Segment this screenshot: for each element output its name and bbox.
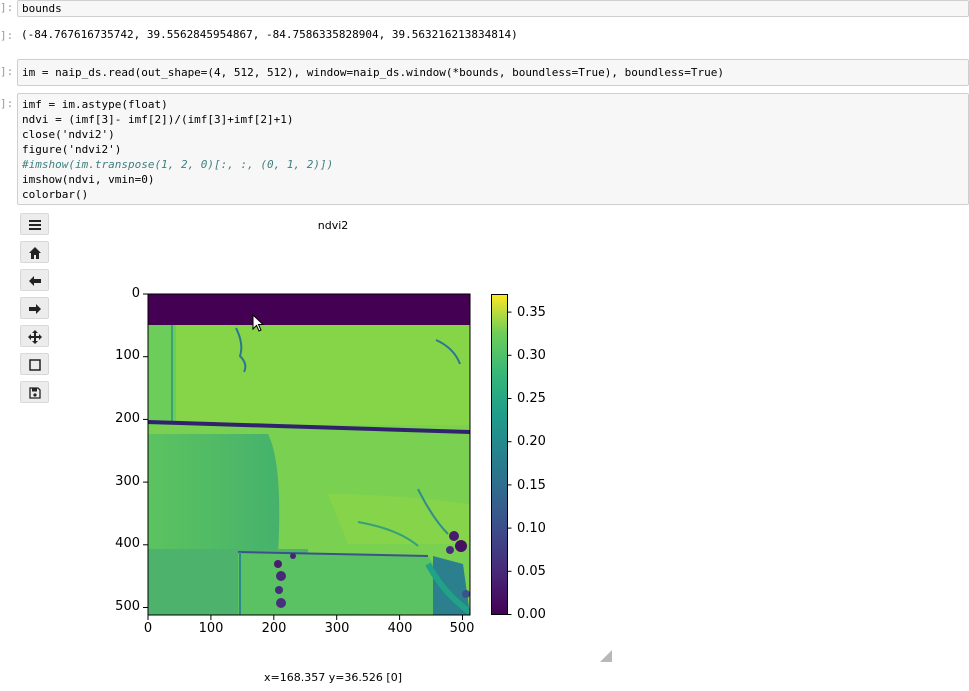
cell-prompt: ]: — [0, 29, 14, 42]
menu-icon — [29, 220, 41, 230]
cell-prompt: ]: — [0, 1, 14, 14]
figure-title: ndvi2 — [317, 219, 349, 232]
colorbar-tick-label: 0.15 — [517, 478, 546, 493]
colorbar — [491, 294, 512, 615]
code-cell-bounds[interactable]: bounds — [17, 0, 969, 17]
mouse-cursor-icon — [252, 314, 265, 332]
code-cell-read[interactable]: im = naip_ds.read(out_shape=(4, 512, 512… — [17, 59, 969, 86]
colorbar-tick-label: 0.35 — [517, 305, 546, 320]
home-button[interactable] — [20, 241, 49, 263]
code-line: imf = im.astype(float) — [22, 98, 168, 111]
menu-button[interactable] — [20, 213, 49, 235]
pan-icon — [28, 330, 42, 344]
save-button[interactable] — [20, 381, 49, 403]
x-tick-label: 400 — [387, 621, 413, 636]
y-tick-label: 200 — [115, 411, 140, 426]
y-tick-label: 400 — [115, 536, 140, 551]
x-tick-label: 500 — [449, 621, 475, 636]
colorbar-tick-label: 0.00 — [517, 607, 546, 622]
colorbar-tick-label: 0.20 — [517, 434, 546, 449]
code-line: imshow(ndvi, vmin=0) — [22, 173, 155, 186]
colorbar-tick-label: 0.05 — [517, 564, 546, 579]
cell-prompt: ]: — [0, 65, 14, 78]
resize-handle-icon[interactable] — [600, 650, 612, 662]
forward-button[interactable] — [20, 297, 49, 319]
y-tick-label: 100 — [115, 348, 140, 363]
colorbar-tick-label: 0.25 — [517, 391, 546, 406]
pan-button[interactable] — [20, 325, 49, 347]
colorbar-tick-label: 0.10 — [517, 521, 546, 536]
forward-icon — [29, 304, 41, 314]
home-icon — [29, 247, 41, 259]
image-axes — [143, 293, 471, 620]
code-line: colorbar() — [22, 188, 89, 201]
x-tick-label: 300 — [324, 621, 350, 636]
zoom-rect-button[interactable] — [20, 353, 49, 375]
code-cell-ndvi[interactable]: imf = im.astype(float) ndvi = (imf[3]- im… — [17, 93, 969, 205]
save-icon — [29, 387, 41, 399]
x-tick-label: 200 — [261, 621, 287, 636]
cursor-coordinates-status: x=168.357 y=36.526 [0] — [263, 671, 402, 684]
code-line: figure('ndvi2') — [22, 143, 122, 156]
code-comment-line: #imshow(im.transpose(1, 2, 0)[:, :, (0, … — [22, 158, 334, 171]
code-line: close('ndvi2') — [22, 128, 115, 141]
back-icon — [29, 276, 41, 286]
code-line: im = naip_ds.read(out_shape=(4, 512, 512… — [22, 66, 724, 79]
x-tick-label: 100 — [198, 621, 224, 636]
y-tick-label: 500 — [115, 599, 140, 614]
code-line: ndvi = (imf[3]- imf[2])/(imf[3]+imf[2]+1… — [22, 113, 294, 126]
cell-prompt: ]: — [0, 97, 14, 110]
ndvi-image[interactable] — [148, 294, 470, 615]
zoom-rect-icon — [29, 359, 41, 371]
y-tick-label: 300 — [115, 474, 140, 489]
x-tick-label: 0 — [143, 621, 153, 636]
cell-output: (-84.767616735742, 39.5562845954867, -84… — [21, 28, 518, 41]
y-tick-label: 0 — [131, 286, 140, 301]
back-button[interactable] — [20, 269, 49, 291]
code-line: bounds — [22, 2, 62, 15]
colorbar-tick-label: 0.30 — [517, 348, 546, 363]
